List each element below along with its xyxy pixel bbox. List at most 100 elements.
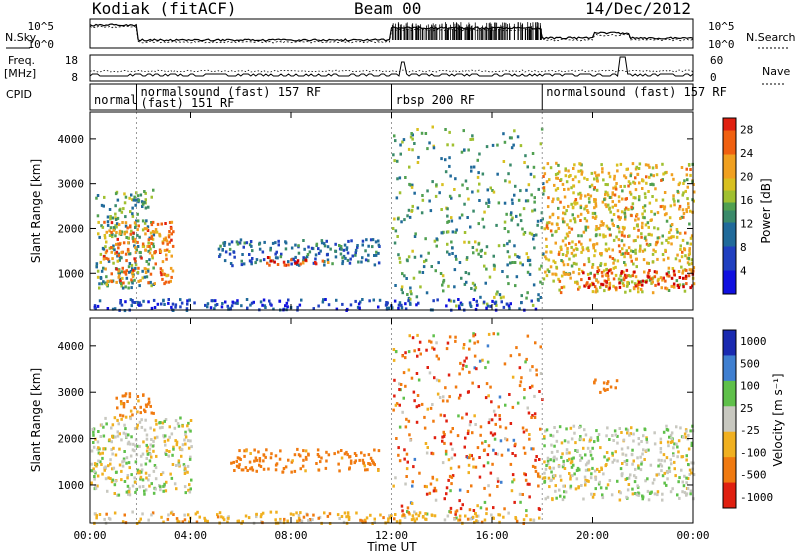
echo-cell [585,283,588,287]
echo-cell [151,237,155,241]
echo-cell [628,289,632,293]
echo-cell [122,281,125,285]
echo-cell [600,282,603,286]
echo-cell [400,504,404,508]
echo-cell [525,428,528,432]
echo-cell [111,232,114,236]
echo-cell [464,436,467,440]
echo-cell [210,299,213,303]
echo-cell [411,249,414,253]
echo-cell [454,230,457,234]
echo-cell [406,510,409,514]
echo-cell [623,255,626,259]
echo-cell [307,453,310,457]
echo-cell [568,230,571,234]
colorbar-tick-label: 4 [740,265,747,278]
echo-cell [625,197,628,201]
echo-cell [564,243,567,247]
echo-cell [553,444,556,448]
echo-cell [681,250,684,254]
echo-cell [166,248,169,252]
echo-cell [412,517,415,521]
echo-cell [576,466,580,470]
echo-cell [114,252,117,256]
echo-cell [325,253,329,257]
echo-cell [141,242,145,246]
echo-cell [606,226,610,230]
echo-cell [400,306,404,310]
echo-cell [566,263,570,267]
echo-cell [656,211,660,215]
echo-cell [447,373,451,377]
echo-cell [689,173,692,177]
echo-cell [457,298,460,301]
echo-cell [460,213,464,217]
echo-cell [548,221,551,225]
echo-cell [583,217,587,221]
echo-cell [579,196,582,200]
echo-cell [638,283,642,286]
echo-cell [574,243,578,247]
echo-cell [402,371,406,375]
echo-cell [276,256,279,260]
echo-cell [462,343,466,346]
echo-cell [519,380,523,384]
echo-cell [411,183,414,187]
echo-cell [326,258,330,262]
echo-cell [572,167,575,170]
echo-cell [347,239,350,243]
echo-cell [414,512,418,516]
echo-cell [105,249,109,253]
echo-cell [686,185,689,189]
echo-cell [121,414,125,418]
echo-cell [499,425,502,429]
echo-cell [620,271,623,275]
echo-cell [574,280,577,284]
echo-cell [451,447,454,451]
echo-cell [574,487,578,491]
echo-cell [577,180,581,184]
echo-cell [95,196,98,200]
echo-cell [442,230,445,234]
echo-cell [401,354,404,358]
echo-cell [669,441,673,444]
echo-cell [119,299,122,303]
echo-cell [109,458,112,462]
echo-cell [518,353,521,357]
echo-cell [486,344,490,348]
echo-cell [425,485,428,489]
colorbar-cell [723,242,736,247]
colorbar-tick-label: 28 [740,124,753,137]
echo-cell [275,510,278,514]
echo-cell [606,183,609,187]
echo-cell [184,467,187,471]
echo-cell [120,417,123,421]
echo-cell [559,478,563,482]
echo-cell [653,442,657,446]
echo-cell [572,191,575,195]
echo-cell [196,510,199,514]
echo-cell [511,201,514,205]
echo-cell [549,265,553,269]
echo-cell [669,490,673,494]
echo-cell [404,176,407,179]
echo-cell [110,246,113,249]
echo-cell [161,241,165,245]
echo-cell [425,512,429,516]
echo-cell [90,469,94,473]
echo-cell [175,443,179,447]
echo-cell [102,425,105,429]
echo-cell [147,249,150,253]
echo-cell [670,242,673,246]
echo-cell [580,242,583,246]
echo-cell [522,232,526,236]
echo-cell [606,426,609,430]
echo-cell [162,520,165,524]
echo-cell [128,466,131,470]
echo-cell [126,476,129,480]
echo-cell [549,458,552,462]
echo-cell [491,299,494,303]
echo-cell [597,433,601,436]
echo-cell [690,444,693,447]
echo-cell [94,486,98,490]
